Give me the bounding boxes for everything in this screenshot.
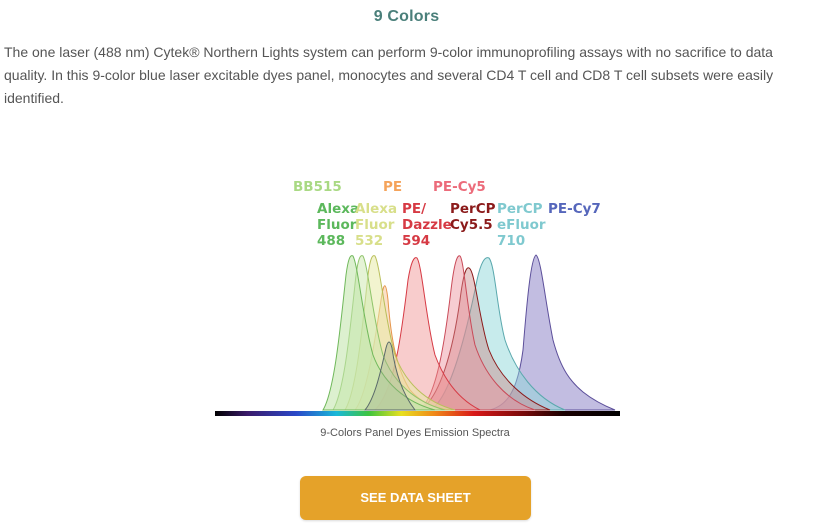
dye-label-pe-dazzle-line1: PE/ xyxy=(402,201,426,217)
dye-label-percp-cy55-line2: Cy5.5 xyxy=(450,217,493,233)
dye-label-af488-line2: Fluor xyxy=(317,217,357,233)
dye-label-af532-line1: Alexa xyxy=(355,201,397,217)
dye-label-af488-line3: 488 xyxy=(317,233,345,249)
dye-label-percp-ef710-line2: eFluor xyxy=(497,217,546,233)
dye-label-pe-cy7: PE-Cy7 xyxy=(548,201,601,217)
dye-label-percp-cy55-line1: PerCP xyxy=(450,201,496,217)
dye-label-pe-cy5: PE-Cy5 xyxy=(433,179,486,195)
dye-label-bb515: BB515 xyxy=(293,179,342,195)
section-heading: 9 Colors xyxy=(373,8,440,25)
see-data-sheet-button[interactable]: SEE DATA SHEET xyxy=(300,476,531,520)
dye-label-pe: PE xyxy=(383,179,402,195)
spectrum-bar xyxy=(215,411,620,416)
spectra-curves xyxy=(322,254,616,411)
dye-label-percp-ef710-line1: PerCP xyxy=(497,201,543,217)
dye-label-pe-dazzle-line3: 594 xyxy=(402,233,430,249)
dye-labels: BB515 PE PE-Cy5 Alexa Fluor 488 Alexa Fl… xyxy=(293,179,601,249)
emission-spectra-figure: BB515 PE PE-Cy5 Alexa Fluor 488 Alexa Fl… xyxy=(205,170,625,420)
description-paragraph: The one laser (488 nm) Cytek® Northern L… xyxy=(4,44,774,106)
dye-label-af532-line3: 532 xyxy=(355,233,383,249)
figure-caption: 9-Colors Panel Dyes Emission Spectra xyxy=(320,427,510,439)
emission-spectra-image: BB515 PE PE-Cy5 Alexa Fluor 488 Alexa Fl… xyxy=(215,179,620,416)
dye-label-af488-line1: Alexa xyxy=(317,201,359,217)
dye-label-af532-line2: Fluor xyxy=(355,217,395,233)
dye-label-pe-dazzle-line2: Dazzle xyxy=(402,217,452,233)
dye-label-percp-ef710-line3: 710 xyxy=(497,233,525,249)
